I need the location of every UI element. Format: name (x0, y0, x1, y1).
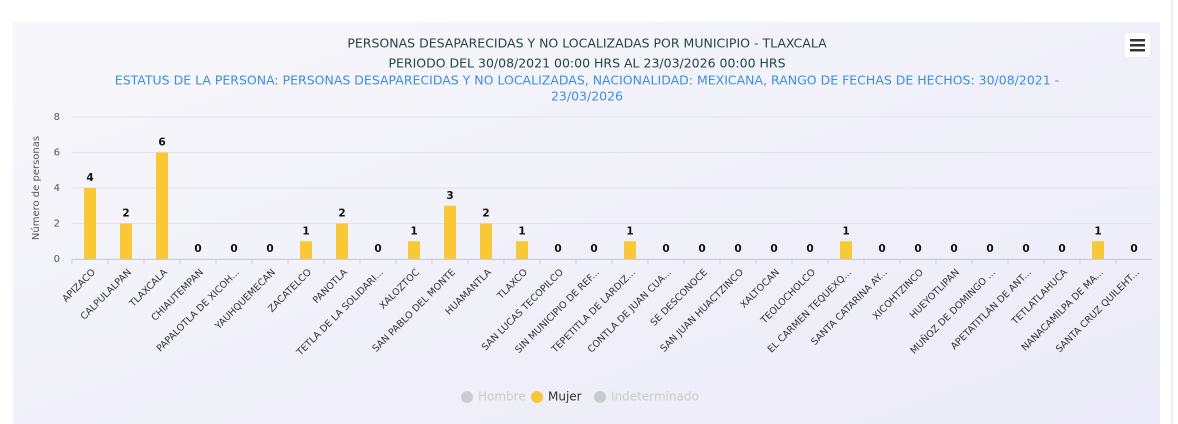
data-label: 0 (1022, 243, 1029, 255)
bar (336, 223, 348, 259)
y-tick-label: 6 (54, 148, 60, 159)
data-label: 0 (590, 243, 597, 255)
bar (84, 188, 96, 259)
data-label: 0 (1130, 243, 1137, 255)
legend-marker (531, 391, 543, 403)
data-label: 6 (158, 137, 165, 149)
data-label: 0 (266, 243, 273, 255)
bar (1092, 241, 1104, 259)
legend-marker (594, 391, 606, 403)
legend-marker (461, 391, 473, 403)
data-label: 1 (626, 225, 633, 237)
bar (408, 241, 420, 259)
filter-line: 23/03/2026 (551, 89, 623, 104)
chart-subtitle: PERIODO DEL 30/08/2021 00:00 HRS AL 23/0… (388, 56, 785, 71)
data-label: 1 (518, 225, 525, 237)
data-label: 0 (698, 243, 705, 255)
y-axis-label: Número de personas (30, 136, 42, 240)
data-label: 0 (878, 243, 885, 255)
data-label: 2 (338, 208, 345, 220)
data-label: 0 (734, 243, 741, 255)
bar (480, 223, 492, 259)
data-label: 0 (770, 243, 777, 255)
data-label: 0 (374, 243, 381, 255)
data-label: 0 (1058, 243, 1065, 255)
bar (624, 241, 636, 259)
bar (300, 241, 312, 259)
bar (156, 152, 168, 259)
legend-label[interactable]: Mujer (548, 390, 582, 404)
data-label: 1 (302, 225, 309, 237)
data-label: 3 (446, 190, 453, 202)
y-tick-label: 2 (54, 219, 60, 230)
legend-label[interactable]: Hombre (478, 390, 526, 404)
data-label: 2 (482, 208, 489, 220)
data-label: 1 (842, 225, 849, 237)
menu-button[interactable] (1125, 33, 1150, 57)
data-label: 0 (554, 243, 561, 255)
data-label: 4 (86, 172, 93, 184)
data-label: 0 (986, 243, 993, 255)
data-label: 0 (662, 243, 669, 255)
data-label: 0 (194, 243, 201, 255)
data-label: 0 (914, 243, 921, 255)
data-label: 1 (410, 225, 417, 237)
chart-title: PERSONAS DESAPARECIDAS Y NO LOCALIZADAS … (347, 36, 827, 51)
legend-label[interactable]: Indeterminado (611, 390, 699, 404)
data-label: 0 (950, 243, 957, 255)
data-label: 2 (122, 208, 129, 220)
bar (840, 241, 852, 259)
filter-line: ESTATUS DE LA PERSONA: PERSONAS DESAPARE… (115, 73, 1059, 88)
bar (120, 223, 132, 259)
bar (516, 241, 528, 259)
y-tick-label: 4 (54, 183, 60, 194)
y-tick-label: 0 (54, 254, 60, 265)
data-label: 0 (806, 243, 813, 255)
data-label: 0 (230, 243, 237, 255)
y-tick-label: 8 (54, 112, 60, 123)
bar (444, 205, 456, 259)
data-label: 1 (1094, 225, 1101, 237)
